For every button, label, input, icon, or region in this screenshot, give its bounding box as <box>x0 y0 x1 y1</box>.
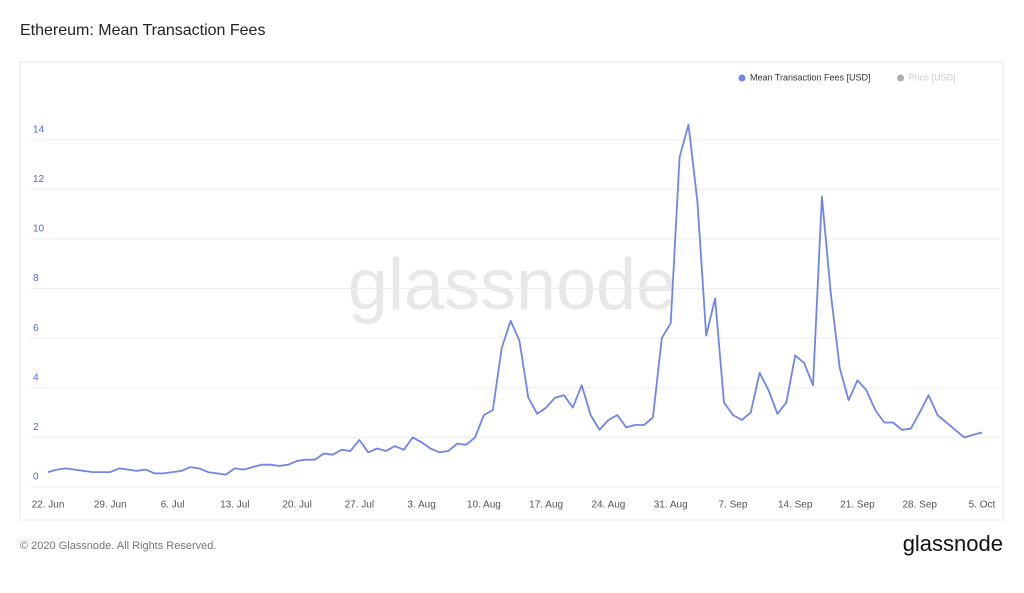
brand-logo: glassnode <box>903 531 1003 556</box>
y-tick-label: 6 <box>33 323 39 334</box>
y-tick-label: 14 <box>33 124 45 135</box>
x-tick-label: 17. Aug <box>529 500 563 511</box>
y-tick-label: 0 <box>33 472 39 483</box>
y-tick-label: 12 <box>33 174 45 185</box>
x-tick-label: 24. Aug <box>591 500 625 511</box>
x-tick-label: 14. Sep <box>778 500 813 511</box>
x-tick-label: 7. Sep <box>718 500 747 511</box>
legend-label: Mean Transaction Fees [USD] <box>750 72 871 82</box>
x-tick-label: 20. Jul <box>282 500 311 511</box>
legend-marker <box>897 74 905 82</box>
chart-title: Ethereum: Mean Transaction Fees <box>20 22 265 39</box>
chart-frame <box>19 61 1004 521</box>
line-series <box>47 123 983 476</box>
x-tick-label: 27. Jul <box>345 500 374 511</box>
y-tick-label: 4 <box>33 372 39 383</box>
x-tick-label: 31. Aug <box>654 500 688 511</box>
x-tick-label: 3. Aug <box>407 500 435 511</box>
footer: © 2020 Glassnode. All Rights Reserved. <box>20 540 216 552</box>
x-tick-label: 21. Sep <box>840 500 875 511</box>
y-tick-label: 10 <box>33 224 45 235</box>
y-tick-label: 8 <box>33 273 39 284</box>
x-tick-label: 6. Jul <box>161 500 185 511</box>
watermark: glassnode <box>348 245 676 325</box>
x-tick-label: 22. Jun <box>32 500 65 511</box>
x-tick-label: 29. Jun <box>94 500 127 511</box>
x-tick-label: 13. Jul <box>220 500 249 511</box>
x-tick-label: 10. Aug <box>467 500 501 511</box>
legend-marker <box>738 74 746 82</box>
x-tick-label: 5. Oct <box>969 500 996 511</box>
y-tick-label: 2 <box>33 422 39 433</box>
legend-label: Price [USD] <box>909 72 956 82</box>
x-tick-label: 28. Sep <box>902 500 937 511</box>
